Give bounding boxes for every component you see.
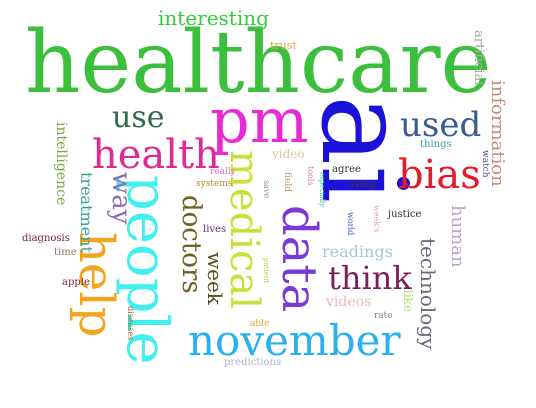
word-using: using bbox=[348, 179, 376, 190]
word-like: like bbox=[401, 290, 415, 313]
word-november: november bbox=[188, 316, 401, 365]
word-technology: technology bbox=[416, 238, 440, 350]
word-healthcare: healthcare bbox=[25, 13, 492, 113]
word-patient: patient bbox=[262, 258, 270, 284]
word-think: think bbox=[328, 259, 412, 297]
word-use: use bbox=[112, 100, 165, 135]
word-information: information bbox=[487, 80, 508, 187]
word-medical: medical bbox=[221, 150, 267, 310]
word-readings: readings bbox=[322, 242, 393, 261]
word-time: time bbox=[54, 247, 77, 258]
word-justice: justice bbox=[388, 209, 422, 220]
word-diseases: diseases bbox=[126, 306, 135, 341]
word-video: video bbox=[272, 147, 305, 161]
word-lives: lives bbox=[203, 224, 227, 235]
word-help: help bbox=[68, 232, 124, 338]
word-able: able bbox=[250, 319, 270, 329]
word-weeks: week's bbox=[372, 205, 381, 233]
word-human: human bbox=[447, 205, 468, 268]
word-world: world bbox=[346, 212, 355, 236]
word-used: used bbox=[400, 105, 482, 145]
word-ai: ai bbox=[295, 95, 433, 204]
word-rate: rate bbox=[374, 311, 393, 321]
word-really: really bbox=[210, 167, 236, 177]
word-field: field bbox=[282, 172, 292, 192]
word-bias: bias bbox=[398, 152, 481, 198]
word-pm: pm bbox=[210, 84, 309, 157]
word-trust: trust bbox=[270, 39, 297, 52]
word-intelligence: intelligence bbox=[53, 122, 69, 206]
word-interesting: interesting bbox=[158, 6, 269, 30]
word-save: save bbox=[262, 180, 271, 199]
word-way: way bbox=[106, 172, 136, 225]
word-week: week bbox=[203, 252, 227, 305]
word-agree: agree bbox=[332, 164, 361, 175]
word-especially: especially bbox=[318, 172, 326, 208]
word-things: things bbox=[420, 139, 452, 150]
word-tools: tools bbox=[306, 166, 315, 186]
word-diagnosis: diagnosis bbox=[22, 233, 70, 244]
word-health: health bbox=[92, 132, 220, 178]
word-predictions: predictions bbox=[224, 357, 282, 368]
word-people: people bbox=[114, 175, 179, 365]
word-artificial: artificial bbox=[471, 30, 486, 86]
word-systems: systems bbox=[196, 179, 233, 189]
word-videos: videos bbox=[326, 294, 372, 310]
word-apple: apple bbox=[62, 277, 90, 288]
word-data: data bbox=[271, 205, 327, 313]
word-treatment: treatment bbox=[77, 172, 96, 253]
word-doctors: doctors bbox=[176, 195, 206, 294]
word-watch: watch bbox=[480, 150, 490, 178]
